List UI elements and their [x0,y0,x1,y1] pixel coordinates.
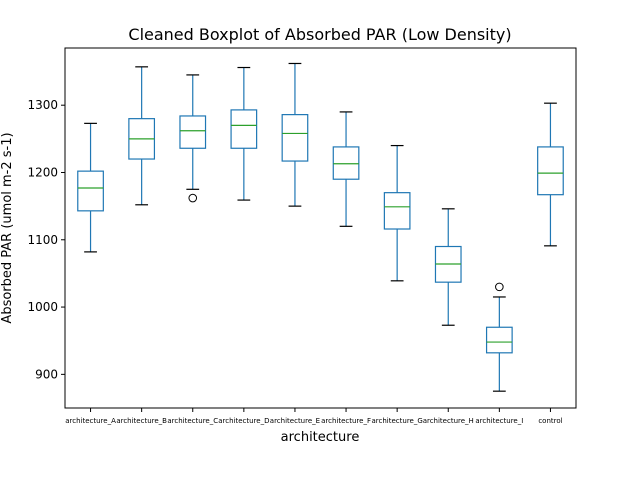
box-iqr [77,170,104,212]
x-tick-label: architecture_F [321,417,371,425]
outlier-point [188,193,198,203]
box-group-control [537,102,564,247]
outlier-point [495,282,504,292]
box-iqr [485,326,513,354]
y-tick-label: 1000 [27,300,58,314]
y-tick-label: 1300 [27,98,58,112]
x-tick-label: architecture_A [65,417,116,425]
box-group-architecture_I [485,282,513,392]
plot-area [77,62,564,392]
box-group-architecture_E [281,62,309,207]
box-group-architecture_D [230,66,258,201]
x-tick-label: architecture_G [372,417,423,425]
x-tick-label: architecture_I [475,417,523,425]
y-axis-label: Absorbed PAR (umol m-2 s-1) [0,132,15,323]
y-tick-label: 1100 [27,233,58,247]
chart-title: Cleaned Boxplot of Absorbed PAR (Low Den… [128,25,511,44]
x-tick-label: architecture_D [218,417,269,425]
x-axis-label: architecture [281,430,360,445]
box-iqr [383,192,411,230]
x-tick-label: architecture_B [116,417,167,425]
box-group-architecture_F [332,111,360,227]
box-group-architecture_H [434,208,462,326]
box-iqr [537,146,564,196]
x-tick-label: architecture_E [270,417,320,425]
x-tick-label: architecture_H [423,417,474,425]
box-iqr [230,109,258,149]
axes-frame [64,47,577,409]
x-tick-label: control [538,417,562,425]
x-tick-label: architecture_C [167,417,218,425]
box-group-architecture_G [383,144,411,282]
box-iqr [281,114,309,162]
box-group-architecture_A [77,122,104,253]
y-tick-label: 900 [35,367,58,381]
box-group-architecture_C [179,74,207,203]
box-iqr [179,115,207,149]
y-tick-label: 1200 [27,165,58,179]
box-group-architecture_B [128,66,156,206]
box-iqr [332,146,360,180]
